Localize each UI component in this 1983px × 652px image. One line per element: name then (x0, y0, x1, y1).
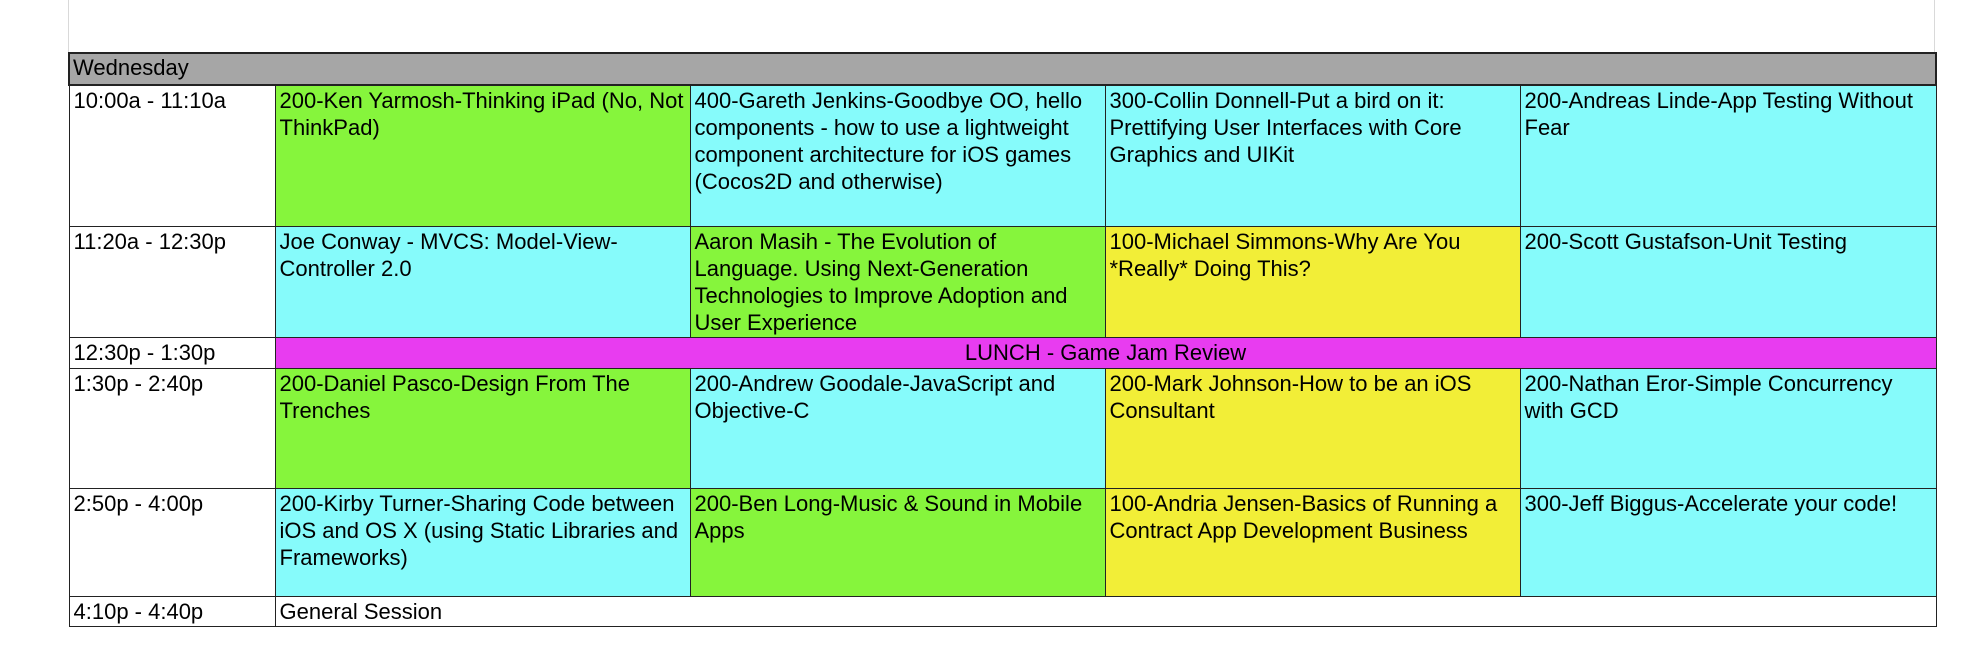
lunch-cell[interactable]: LUNCH - Game Jam Review (274, 337, 1937, 369)
time-slot: 12:30p - 1:30p (68, 337, 276, 369)
table-row: 4:10p - 4:40p General Session (68, 596, 1937, 627)
time-slot: 11:20a - 12:30p (68, 226, 276, 338)
day-header-row: Wednesday (67, 52, 1938, 86)
schedule-table: Wednesday 10:00a - 11:10a 200-Ken Yarmos… (67, 52, 1938, 627)
session-cell[interactable]: Joe Conway - MVCS: Model-View-Controller… (274, 226, 691, 338)
session-cell[interactable]: 200-Nathan Eror-Simple Concurrency with … (1519, 368, 1937, 489)
session-cell[interactable]: 300-Collin Donnell-Put a bird on it: Pre… (1104, 84, 1521, 227)
session-cell[interactable]: 300-Jeff Biggus-Accelerate your code! (1519, 488, 1937, 597)
session-cell[interactable]: 200-Scott Gustafson-Unit Testing (1519, 226, 1937, 338)
session-cell[interactable]: Aaron Masih - The Evolution of Language.… (689, 226, 1106, 338)
time-slot: 4:10p - 4:40p (68, 596, 276, 627)
session-cell[interactable]: 200-Andreas Linde-App Testing Without Fe… (1519, 84, 1937, 227)
session-cell[interactable]: 200-Mark Johnson-How to be an iOS Consul… (1104, 368, 1521, 489)
table-row: 11:20a - 12:30p Joe Conway - MVCS: Model… (68, 226, 1937, 338)
session-cell[interactable]: 200-Ken Yarmosh-Thinking iPad (No, Not T… (274, 84, 691, 227)
session-cell[interactable]: 200-Daniel Pasco-Design From The Trenche… (274, 368, 691, 489)
session-cell[interactable]: 100-Andria Jensen-Basics of Running a Co… (1104, 488, 1521, 597)
session-cell[interactable]: 100-Michael Simmons-Why Are You *Really*… (1104, 226, 1521, 338)
time-slot: 1:30p - 2:40p (68, 368, 276, 489)
sheet-gridline-right (1934, 0, 1935, 52)
time-slot: 10:00a - 11:10a (68, 84, 276, 227)
session-cell[interactable]: 200-Kirby Turner-Sharing Code between iO… (274, 488, 691, 597)
general-session-cell[interactable]: General Session (274, 596, 1937, 627)
table-row: 1:30p - 2:40p 200-Daniel Pasco-Design Fr… (68, 368, 1937, 489)
table-row: 12:30p - 1:30p LUNCH - Game Jam Review (68, 337, 1937, 369)
day-header: Wednesday (67, 52, 1938, 86)
session-cell[interactable]: 200-Ben Long-Music & Sound in Mobile App… (689, 488, 1106, 597)
table-row: 2:50p - 4:00p 200-Kirby Turner-Sharing C… (68, 488, 1937, 597)
table-row: 10:00a - 11:10a 200-Ken Yarmosh-Thinking… (68, 84, 1937, 227)
time-slot: 2:50p - 4:00p (68, 488, 276, 597)
sheet-gridline-left (68, 0, 69, 52)
session-cell[interactable]: 200-Andrew Goodale-JavaScript and Object… (689, 368, 1106, 489)
session-cell[interactable]: 400-Gareth Jenkins-Goodbye OO, hello com… (689, 84, 1106, 227)
